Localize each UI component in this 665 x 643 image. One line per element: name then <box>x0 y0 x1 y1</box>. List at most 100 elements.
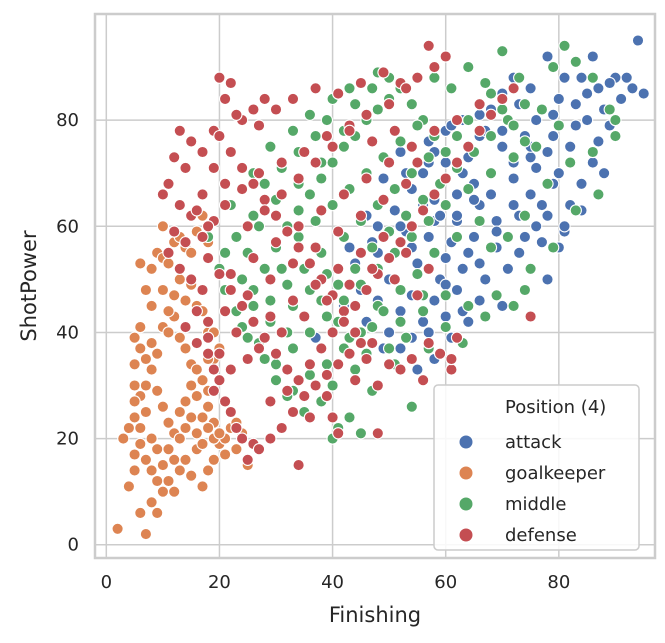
point-middle <box>394 315 407 328</box>
point-attack <box>428 294 441 307</box>
point-defense <box>269 236 283 249</box>
point-defense <box>462 140 475 153</box>
point-goalkeeper <box>134 257 147 270</box>
point-goalkeeper <box>156 458 170 472</box>
point-defense <box>394 236 407 249</box>
point-middle <box>320 310 334 323</box>
point-defense <box>303 257 317 270</box>
point-middle <box>303 108 317 121</box>
point-attack <box>490 225 503 238</box>
point-middle <box>416 193 430 206</box>
legend-marker-goalkeeper <box>458 465 474 481</box>
point-middle <box>552 119 565 132</box>
point-goalkeeper <box>134 320 147 334</box>
point-defense <box>230 326 243 339</box>
point-attack <box>433 209 447 222</box>
point-goalkeeper <box>162 416 175 429</box>
point-goalkeeper <box>145 496 158 509</box>
point-middle <box>371 103 384 116</box>
point-defense <box>196 145 209 159</box>
point-defense <box>235 432 249 445</box>
point-defense <box>496 92 509 106</box>
point-middle <box>405 400 418 413</box>
point-defense <box>224 363 237 376</box>
point-attack <box>524 151 537 164</box>
point-middle <box>275 262 288 275</box>
point-defense <box>473 98 486 111</box>
point-middle <box>518 283 532 297</box>
point-defense <box>162 246 175 259</box>
point-middle <box>501 230 515 244</box>
point-goalkeeper <box>173 331 186 344</box>
point-defense <box>224 145 237 159</box>
point-goalkeeper <box>168 485 181 498</box>
point-attack <box>580 113 594 127</box>
point-defense <box>332 262 345 275</box>
point-middle <box>377 305 390 318</box>
point-goalkeeper <box>201 464 215 477</box>
point-attack <box>586 50 599 63</box>
point-middle <box>332 278 345 291</box>
point-middle <box>235 273 249 286</box>
point-defense <box>428 60 441 74</box>
point-defense <box>298 145 311 159</box>
point-defense <box>213 374 226 387</box>
point-defense <box>286 405 300 419</box>
point-middle <box>462 113 475 127</box>
point-attack <box>513 246 526 259</box>
point-middle <box>394 283 407 297</box>
point-goalkeeper <box>162 474 175 488</box>
point-attack <box>490 214 503 228</box>
point-goalkeeper <box>151 347 164 360</box>
point-goalkeeper <box>190 363 203 376</box>
point-defense <box>332 225 345 238</box>
point-attack <box>411 363 424 376</box>
point-middle <box>609 113 622 127</box>
point-middle <box>530 140 543 153</box>
point-defense <box>252 167 266 180</box>
point-goalkeeper <box>128 411 141 424</box>
point-defense <box>247 315 260 328</box>
point-attack <box>541 145 554 159</box>
point-attack <box>473 257 486 270</box>
point-goalkeeper <box>162 443 175 456</box>
point-defense <box>185 135 198 148</box>
point-defense <box>168 151 181 164</box>
point-middle <box>309 214 322 228</box>
point-attack <box>394 305 407 318</box>
point-defense <box>298 389 311 403</box>
point-attack <box>569 119 582 132</box>
point-goalkeeper <box>145 363 158 376</box>
point-defense <box>371 427 384 440</box>
point-middle <box>558 39 571 52</box>
point-middle <box>230 230 243 244</box>
point-goalkeeper <box>145 262 158 275</box>
point-attack <box>580 87 594 100</box>
point-middle <box>399 331 413 344</box>
point-defense <box>196 230 209 244</box>
point-defense <box>382 156 396 169</box>
point-middle <box>405 167 418 180</box>
point-defense <box>411 71 424 84</box>
point-defense <box>201 347 215 360</box>
point-defense <box>326 411 339 424</box>
point-defense <box>309 156 322 169</box>
point-defense <box>428 124 441 137</box>
point-middle <box>286 342 300 355</box>
point-defense <box>394 363 407 376</box>
point-goalkeeper <box>162 326 175 339</box>
point-defense <box>445 363 458 376</box>
point-goalkeeper <box>168 289 181 302</box>
point-defense <box>241 289 254 302</box>
point-defense <box>450 331 464 344</box>
point-goalkeeper <box>190 389 203 403</box>
point-defense <box>173 262 186 275</box>
point-defense <box>252 443 266 456</box>
y-tick-label: 60 <box>56 216 79 237</box>
point-defense <box>399 246 413 259</box>
point-middle <box>349 98 362 111</box>
point-defense <box>354 209 368 222</box>
point-middle <box>388 182 401 196</box>
point-attack <box>388 204 401 217</box>
point-defense <box>343 278 356 291</box>
